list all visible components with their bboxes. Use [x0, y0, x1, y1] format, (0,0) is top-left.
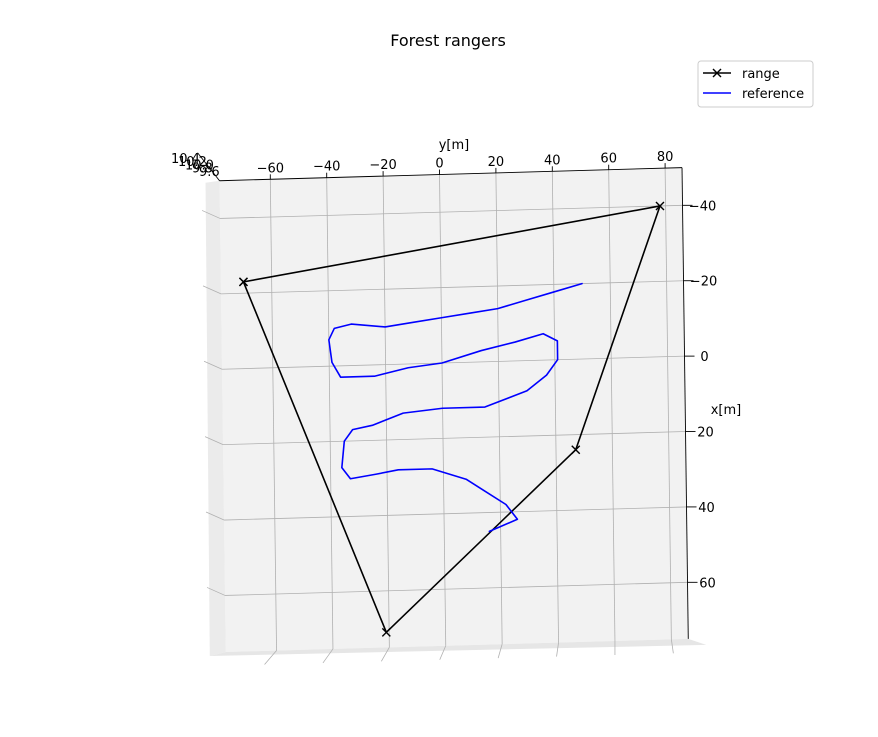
grid-line-x: [220, 204, 683, 219]
grid-line-x-wall: [205, 511, 225, 521]
legend-marker-range: [712, 68, 722, 78]
series-line-reference: [328, 282, 583, 533]
y-axis-line: [219, 167, 683, 182]
series-layer: [238, 201, 665, 637]
x-tick-label: 40: [698, 501, 715, 516]
z-tick-label: 9.8: [192, 162, 213, 177]
grid-line-y: [326, 177, 334, 649]
x-tick-label: 60: [699, 576, 716, 591]
grid-line-y: [664, 168, 672, 640]
chart-title: Forest rangers: [390, 31, 506, 50]
y-tick-label: 80: [657, 150, 674, 165]
y-tick-label: −60: [257, 161, 284, 176]
z-tick-label: 10.2: [178, 155, 207, 170]
x-tick-label: −20: [690, 275, 717, 290]
y-tick-label: 0: [435, 157, 443, 172]
grid-line-x: [223, 431, 686, 446]
y-axis-label: y[m]: [439, 138, 470, 153]
grid-line-y: [551, 171, 559, 643]
z-tick-label: 10.0: [185, 158, 214, 173]
data-point-range: [655, 201, 665, 211]
grid-line-y-wall: [264, 650, 277, 665]
legend: range reference: [697, 60, 814, 108]
grid-line-x: [221, 280, 684, 295]
grid-line-y: [495, 172, 503, 645]
y-tick-label: −20: [369, 158, 396, 173]
grid-line-x-wall: [202, 285, 222, 295]
grid-line-y-wall: [556, 642, 559, 657]
grid-line-x-wall: [203, 360, 223, 370]
grid-line-y: [439, 174, 447, 646]
grid-lines: [201, 168, 688, 665]
x-tick-label: 20: [697, 426, 714, 441]
grid-line-y-wall: [439, 645, 447, 660]
grid-line-x-wall: [201, 210, 221, 219]
grid-line-x-wall: [204, 436, 224, 446]
data-point-range: [381, 627, 391, 637]
legend-label-range: range: [742, 67, 780, 82]
y-tick-label: 20: [488, 155, 505, 170]
y-tick-label: 40: [544, 153, 561, 168]
y-tick-label: −40: [313, 160, 340, 175]
left-pane: [205, 180, 226, 656]
z-axis-line: [197, 152, 220, 182]
z-tick-label: 9.6: [199, 165, 220, 180]
grid-line-y-wall: [670, 639, 674, 654]
tick-labels: −60 −40 −20 0 20 40 60 80 −40 −20 0 20 40 60 10.410.21…: [171, 150, 717, 591]
floor-pane: [219, 167, 689, 652]
grid-line-y-wall: [497, 644, 503, 659]
grid-line-x: [224, 506, 687, 521]
grid-line-x: [225, 581, 688, 596]
data-point-range: [571, 445, 581, 455]
axes-panes: [205, 167, 707, 656]
grid-line-y-wall: [322, 648, 334, 664]
legend-label-reference: reference: [742, 87, 804, 102]
grid-line-y-wall: [381, 647, 390, 662]
grid-line-y: [382, 176, 390, 648]
data-point-range: [238, 277, 248, 287]
grid-line-y: [608, 169, 616, 641]
grid-line-y: [269, 179, 277, 651]
z-tick-label: 10.4: [171, 152, 200, 167]
axis-lines: [197, 152, 689, 639]
x-axis-label: x[m]: [711, 403, 742, 418]
x-tick-label: −40: [689, 199, 716, 214]
y-tick-label: 60: [600, 152, 617, 167]
grid-line-x-wall: [206, 587, 226, 596]
x-tick-label: 0: [700, 350, 708, 365]
x-axis-line: [681, 167, 689, 639]
bottom-pane: [209, 638, 707, 656]
